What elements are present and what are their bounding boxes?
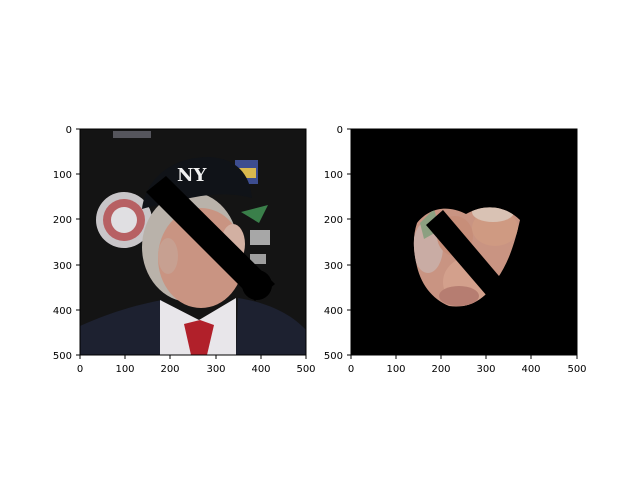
left-y-tick-300: 300: [53, 261, 72, 272]
right-y-tick-200: 200: [324, 215, 343, 226]
svg-text:NY: NY: [177, 165, 207, 186]
right-y-axis: 0 100 200 300 400 500: [324, 125, 351, 362]
right-x-tick-100: 100: [386, 364, 405, 375]
right-x-tick-500: 500: [567, 364, 586, 375]
left-x-tick-300: 300: [206, 364, 225, 375]
right-x-tick-400: 400: [521, 364, 540, 375]
left-x-tick-500: 500: [296, 364, 315, 375]
right-y-tick-300: 300: [324, 261, 343, 272]
left-y-axis: 0 100 200 300 400 500: [53, 125, 80, 362]
right-x-tick-0: 0: [348, 364, 354, 375]
left-x-tick-0: 0: [77, 364, 83, 375]
masked-photo: [351, 129, 577, 355]
left-y-tick-100: 100: [53, 170, 72, 181]
original-photo: NY: [80, 129, 306, 355]
left-y-tick-200: 200: [53, 215, 72, 226]
left-x-tick-200: 200: [160, 364, 179, 375]
right-panel: [350, 128, 578, 356]
left-x-tick-100: 100: [115, 364, 134, 375]
left-y-tick-400: 400: [53, 306, 72, 317]
right-x-tick-200: 200: [431, 364, 450, 375]
right-y-tick-0: 0: [337, 125, 343, 136]
left-y-tick-500: 500: [53, 351, 72, 362]
left-plot-frame: [79, 128, 307, 356]
right-y-tick-400: 400: [324, 306, 343, 317]
left-panel: NY: [79, 128, 307, 356]
right-y-tick-100: 100: [324, 170, 343, 181]
yankees-logo-emblem: [96, 192, 152, 248]
right-plot-frame: [350, 128, 578, 356]
right-x-tick-300: 300: [476, 364, 495, 375]
right-x-axis: 0 100 200 300 400 500: [348, 355, 587, 375]
left-x-axis: 0 100 200 300 400 500: [77, 355, 316, 375]
left-x-tick-400: 400: [251, 364, 270, 375]
left-y-tick-0: 0: [66, 125, 72, 136]
right-y-tick-500: 500: [324, 351, 343, 362]
